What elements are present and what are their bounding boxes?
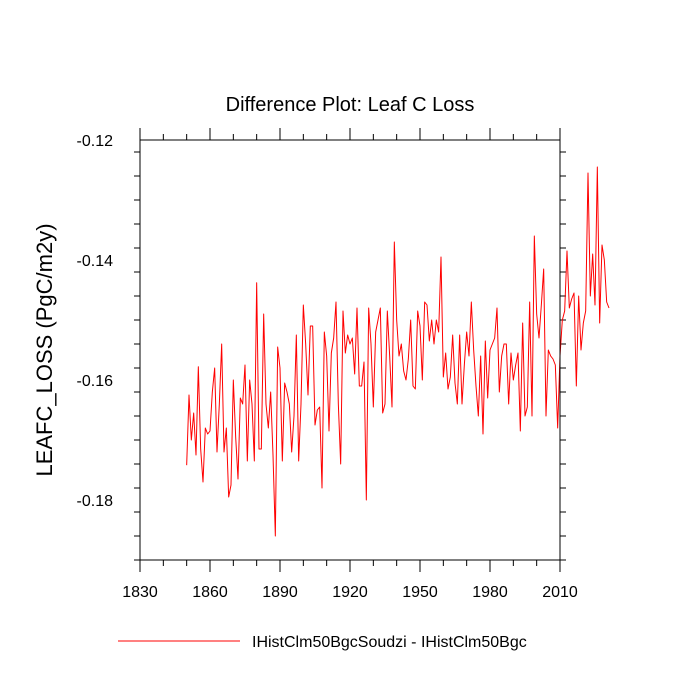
x-tick-label: 1830 [122,584,158,601]
legend: IHistClm50BgcSoudzi - IHistClm50Bgc [118,634,527,651]
x-tick-label: 1950 [402,584,438,601]
chart-title: Difference Plot: Leaf C Loss [226,94,475,116]
x-tick-labels: 1830 1860 1890 1920 1950 1980 2010 [122,584,578,601]
plot-frame [139,139,561,561]
y-tick-label: -0.14 [77,253,114,270]
x-tick-label: 1890 [262,584,298,601]
x-tick-label: 2010 [542,584,578,601]
y-tick-labels: -0.18 -0.16 -0.14 -0.12 [77,133,114,510]
legend-label: IHistClm50BgcSoudzi - IHistClm50Bgc [252,634,527,651]
x-tick-label: 1980 [472,584,508,601]
y-tick-label: -0.18 [77,493,114,510]
x-tick-label: 1920 [332,584,368,601]
y-axis-label: LEAFC_LOSS (PgC/m2y) [32,223,57,476]
x-tick-label: 1860 [192,584,228,601]
y-tick-label: -0.16 [77,373,114,390]
y-tick-label: -0.12 [77,133,114,150]
axis-ticks [134,128,566,572]
series-line-group [186,166,610,537]
series-line [186,166,610,537]
